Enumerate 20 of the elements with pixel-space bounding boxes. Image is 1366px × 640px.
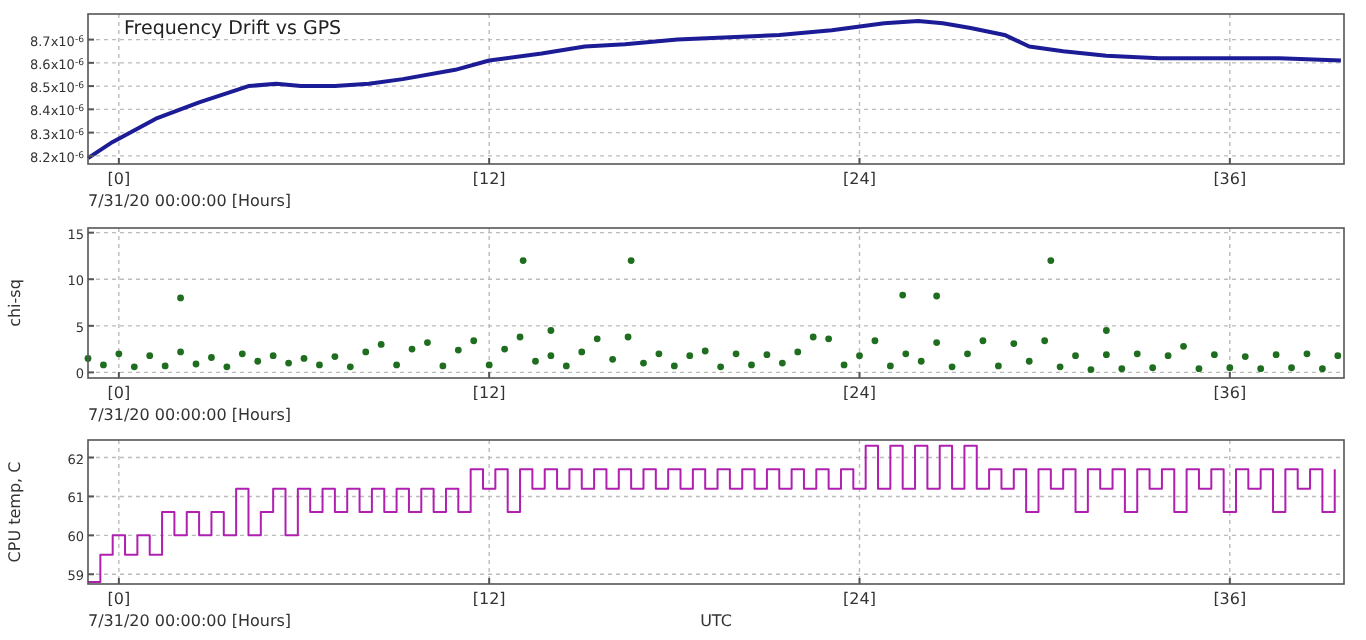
text: 7/31/20 00:00:00 [Hours] bbox=[88, 406, 292, 424]
x-tick-label: [24] bbox=[843, 384, 876, 402]
x-tick-label: [24] bbox=[843, 170, 876, 188]
x-tick-label: [12] bbox=[472, 170, 506, 188]
text: 7/31/20 00:00:00 [Hours] bbox=[88, 612, 292, 630]
x-tick-label: [12] bbox=[472, 590, 506, 608]
x-tick-label: [0] bbox=[107, 590, 131, 608]
x-tick-label: [24] bbox=[843, 590, 876, 608]
y-axis-title: CPU temp, C bbox=[6, 460, 24, 563]
text: 7/31/20 00:00:00 [Hours] bbox=[88, 192, 292, 210]
x-tick-label: [36] bbox=[1213, 590, 1247, 608]
y-axis-title: chi-sq bbox=[6, 279, 24, 327]
x-tick-label: [0] bbox=[107, 170, 131, 188]
x-tick-label: [12] bbox=[472, 384, 506, 402]
x-tick-label: [36] bbox=[1213, 170, 1247, 188]
line-series bbox=[86, 18, 1343, 161]
x-axis-title: UTC bbox=[700, 612, 733, 630]
x-tick-label: [36] bbox=[1213, 384, 1247, 402]
x-tick-label: [0] bbox=[107, 384, 131, 402]
chart-title: Frequency Drift vs GPS bbox=[124, 18, 342, 40]
